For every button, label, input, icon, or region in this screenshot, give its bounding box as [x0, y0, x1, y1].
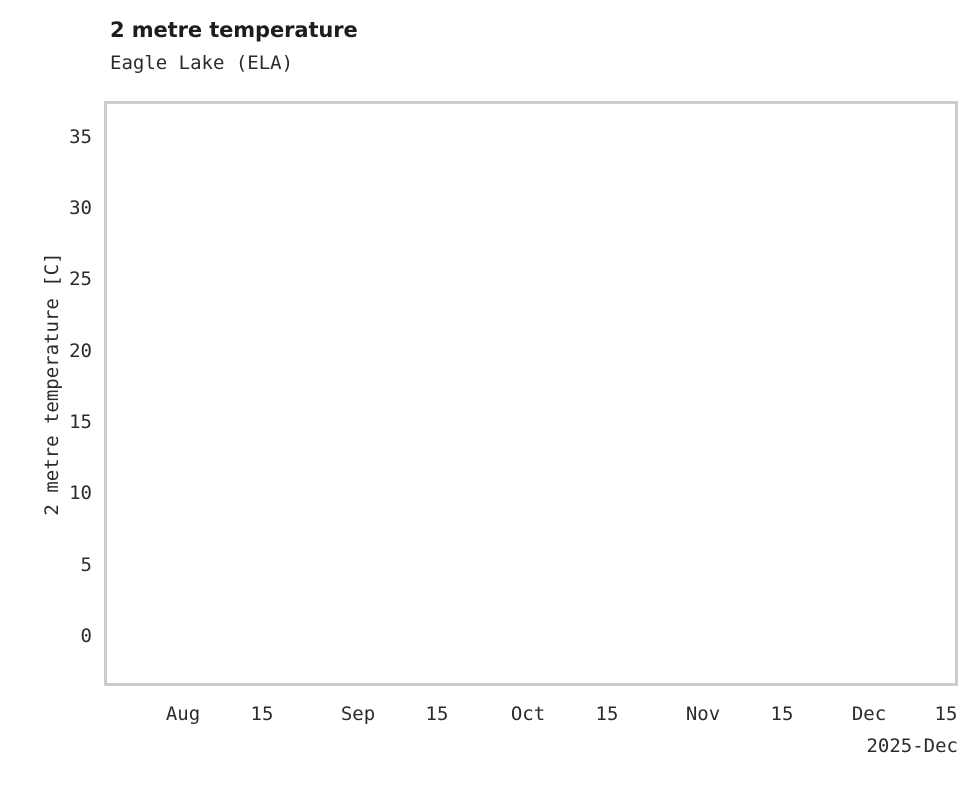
- y-tick-label: 15: [69, 411, 92, 434]
- x-tick-label: Nov: [685, 703, 721, 725]
- plot-frame: [104, 101, 958, 686]
- y-tick-label: 0: [80, 625, 92, 648]
- y-tick-label: 5: [80, 553, 92, 576]
- x-tick-label: 15: [250, 703, 274, 725]
- x-tick-label: 15: [770, 703, 794, 725]
- chart-title: 2 metre temperature: [110, 18, 358, 42]
- x-tick-label: 15: [934, 703, 958, 725]
- y-tick-labels: 35 30 25 20 15 10 5 0: [0, 0, 92, 785]
- x-tick-label: Sep: [340, 703, 376, 725]
- y-tick-label: 20: [69, 339, 92, 362]
- y-tick-label: 10: [69, 482, 92, 505]
- chart-subtitle: Eagle Lake (ELA): [110, 52, 294, 74]
- x-tick-label: Dec: [851, 703, 887, 725]
- x-tick-label: 15: [595, 703, 619, 725]
- y-tick-label: 25: [69, 268, 92, 291]
- x-axis-offset-label: 2025-Dec: [866, 735, 958, 757]
- x-tick-label: 15: [425, 703, 449, 725]
- y-tick-label: 30: [69, 197, 92, 219]
- x-tick-label: Aug: [165, 703, 201, 725]
- x-tick-label: Oct: [510, 703, 546, 725]
- y-tick-label: 35: [69, 125, 92, 148]
